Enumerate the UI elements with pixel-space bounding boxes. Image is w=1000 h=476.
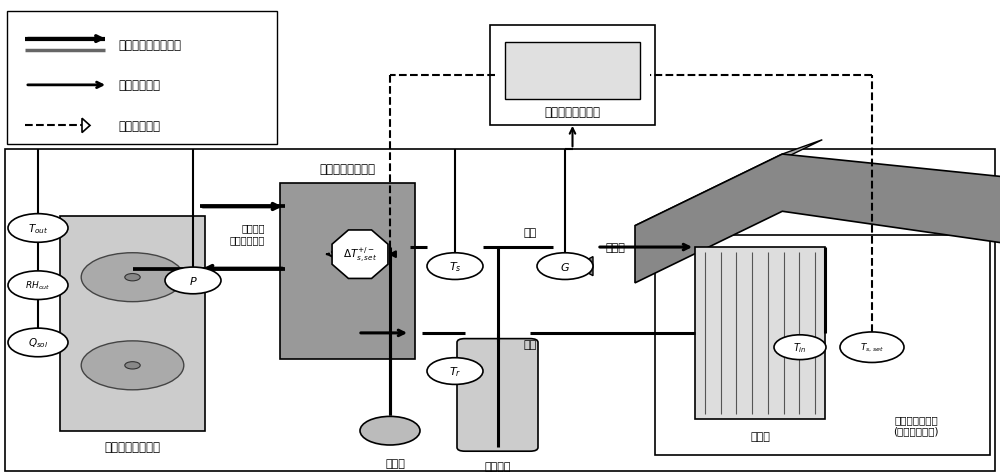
Circle shape bbox=[774, 335, 826, 360]
Text: 流量计: 流量计 bbox=[605, 243, 625, 252]
Text: $T_s$: $T_s$ bbox=[449, 260, 461, 273]
Text: $\Delta T_{s,set}^{+/-}$: $\Delta T_{s,set}^{+/-}$ bbox=[343, 246, 377, 264]
Text: $T_r$: $T_r$ bbox=[449, 365, 461, 378]
Circle shape bbox=[360, 416, 420, 445]
FancyBboxPatch shape bbox=[280, 183, 415, 359]
Text: $Q_{sol}$: $Q_{sol}$ bbox=[28, 336, 48, 349]
Circle shape bbox=[8, 328, 68, 357]
Text: $RH_{out}$: $RH_{out}$ bbox=[25, 279, 51, 292]
Circle shape bbox=[81, 341, 184, 390]
Text: 运行数据采集模块: 运行数据采集模块 bbox=[544, 105, 600, 119]
Text: $T_{out}$: $T_{out}$ bbox=[28, 222, 48, 235]
Text: $G$: $G$ bbox=[560, 260, 570, 273]
Circle shape bbox=[125, 362, 140, 369]
Circle shape bbox=[81, 253, 184, 302]
Text: 供水温度
回差控制模块: 供水温度 回差控制模块 bbox=[230, 223, 265, 244]
FancyBboxPatch shape bbox=[60, 217, 205, 431]
Text: 回水: 回水 bbox=[523, 339, 537, 349]
Text: 运行控制系统: 运行控制系统 bbox=[118, 119, 160, 133]
Polygon shape bbox=[332, 230, 388, 279]
Text: 供水: 供水 bbox=[523, 228, 537, 238]
Text: $P$: $P$ bbox=[189, 275, 197, 287]
Text: 缓冲水箱: 缓冲水箱 bbox=[484, 461, 511, 471]
FancyBboxPatch shape bbox=[490, 26, 655, 126]
Polygon shape bbox=[635, 155, 1000, 283]
FancyBboxPatch shape bbox=[457, 339, 538, 451]
Text: 空气源热泵工作流程: 空气源热泵工作流程 bbox=[118, 39, 181, 52]
FancyBboxPatch shape bbox=[7, 12, 277, 145]
FancyBboxPatch shape bbox=[695, 248, 825, 419]
Circle shape bbox=[427, 358, 483, 385]
Polygon shape bbox=[82, 119, 90, 133]
Circle shape bbox=[165, 268, 221, 294]
FancyBboxPatch shape bbox=[505, 43, 640, 100]
Text: 空气源热泵室内机: 空气源热泵室内机 bbox=[320, 162, 376, 175]
Text: 空气源热泵室外机: 空气源热泵室外机 bbox=[104, 440, 160, 453]
Text: $T_{s,set}$: $T_{s,set}$ bbox=[860, 341, 884, 354]
FancyBboxPatch shape bbox=[655, 236, 990, 455]
Text: 循环泵: 循环泵 bbox=[385, 458, 405, 468]
FancyBboxPatch shape bbox=[5, 150, 995, 471]
Circle shape bbox=[840, 332, 904, 363]
Text: $T_{in}$: $T_{in}$ bbox=[793, 341, 807, 354]
Text: 供水温度设定值
(用户自主设定): 供水温度设定值 (用户自主设定) bbox=[894, 414, 939, 436]
Polygon shape bbox=[557, 257, 593, 276]
Circle shape bbox=[427, 253, 483, 280]
Circle shape bbox=[8, 271, 68, 300]
Circle shape bbox=[125, 274, 140, 281]
Polygon shape bbox=[635, 140, 822, 226]
Text: 散热器: 散热器 bbox=[750, 431, 770, 441]
Circle shape bbox=[537, 253, 593, 280]
Text: 运行监测系统: 运行监测系统 bbox=[118, 79, 160, 92]
Circle shape bbox=[8, 214, 68, 243]
